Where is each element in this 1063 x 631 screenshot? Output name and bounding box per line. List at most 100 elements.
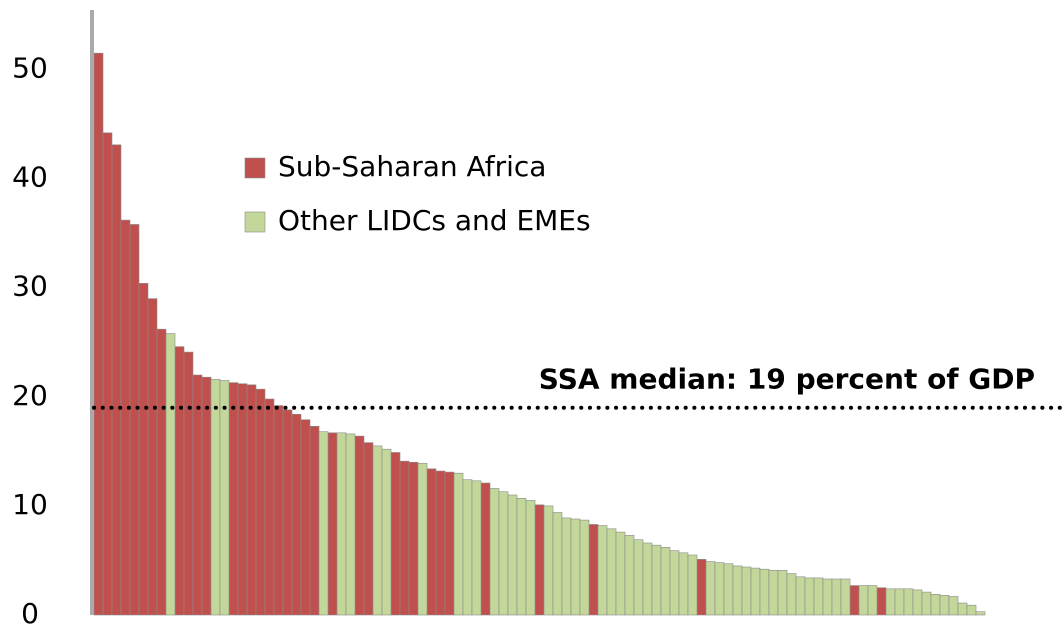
bar	[480, 482, 491, 616]
bar	[237, 383, 248, 616]
bar	[867, 585, 878, 616]
bar	[282, 409, 293, 616]
bar	[165, 333, 176, 616]
bar	[228, 382, 239, 616]
bar	[561, 517, 572, 616]
bar	[894, 588, 905, 616]
bar	[390, 452, 401, 616]
bar	[210, 379, 221, 616]
bar	[732, 565, 743, 616]
bar	[633, 539, 644, 616]
bar	[111, 144, 122, 616]
bar	[462, 479, 473, 616]
bar	[957, 602, 968, 616]
bar	[381, 448, 392, 616]
bar	[264, 398, 275, 616]
bar	[192, 374, 203, 616]
bar	[858, 585, 869, 616]
bar	[219, 380, 230, 616]
bar	[606, 528, 617, 616]
bar	[831, 578, 842, 616]
bar	[318, 431, 329, 616]
bar	[696, 559, 707, 616]
bar	[930, 593, 941, 616]
bar	[156, 328, 167, 616]
bar	[939, 595, 950, 616]
bar	[354, 435, 365, 616]
bar	[174, 346, 185, 616]
bar	[750, 567, 761, 616]
bar	[345, 433, 356, 616]
bar	[102, 132, 113, 616]
bar	[93, 52, 104, 616]
bar	[597, 525, 608, 616]
legend-swatch	[244, 157, 266, 179]
bar	[849, 585, 860, 616]
bar	[912, 589, 923, 616]
bar	[444, 471, 455, 616]
bar	[813, 577, 824, 616]
y-tick-label: 0	[21, 597, 39, 630]
bar	[777, 569, 788, 616]
bar	[588, 524, 599, 616]
bar	[435, 470, 446, 616]
bar	[309, 425, 320, 616]
bar	[291, 413, 302, 616]
y-tick-label: 20	[12, 379, 48, 412]
bar	[966, 604, 977, 616]
bar	[120, 219, 131, 616]
bar	[570, 518, 581, 616]
bar	[804, 577, 815, 616]
y-tick-label: 50	[12, 52, 48, 85]
bar	[363, 442, 374, 616]
bar	[489, 488, 500, 616]
bar	[660, 547, 671, 616]
bar	[975, 611, 986, 616]
bar	[651, 544, 662, 616]
bar	[534, 504, 545, 616]
bar	[183, 351, 194, 616]
bar	[840, 578, 851, 616]
bar	[885, 588, 896, 616]
bar	[525, 500, 536, 616]
bar	[876, 587, 887, 616]
bar	[453, 472, 464, 616]
bar	[327, 432, 338, 616]
bar	[129, 224, 140, 616]
bar	[147, 298, 158, 616]
bar	[471, 480, 482, 616]
y-tick-label: 40	[12, 161, 48, 194]
bar	[246, 384, 257, 616]
bar	[408, 461, 419, 616]
bar	[417, 463, 428, 616]
bar	[759, 568, 770, 616]
bar	[903, 588, 914, 616]
bar	[336, 432, 347, 616]
bar	[300, 419, 311, 616]
bar	[669, 550, 680, 616]
bar	[507, 494, 518, 616]
bar	[399, 460, 410, 616]
legend-label: Sub-Saharan Africa	[278, 150, 546, 183]
bar	[642, 542, 653, 616]
bar	[822, 578, 833, 616]
bar	[579, 519, 590, 616]
bar	[498, 491, 509, 616]
bar	[678, 552, 689, 616]
bar	[426, 468, 437, 616]
bar	[714, 562, 725, 616]
bar	[372, 445, 383, 616]
bar	[255, 388, 266, 616]
bar	[921, 591, 932, 616]
bar	[948, 596, 959, 616]
median-label: SSA median: 19 percent of GDP	[539, 363, 1035, 396]
y-tick-label: 10	[12, 488, 48, 521]
bar	[516, 497, 527, 616]
bar	[795, 576, 806, 616]
bar	[768, 569, 779, 616]
y-tick-label: 30	[12, 270, 48, 303]
bar	[687, 554, 698, 616]
bar	[615, 531, 626, 616]
bar	[786, 573, 797, 616]
